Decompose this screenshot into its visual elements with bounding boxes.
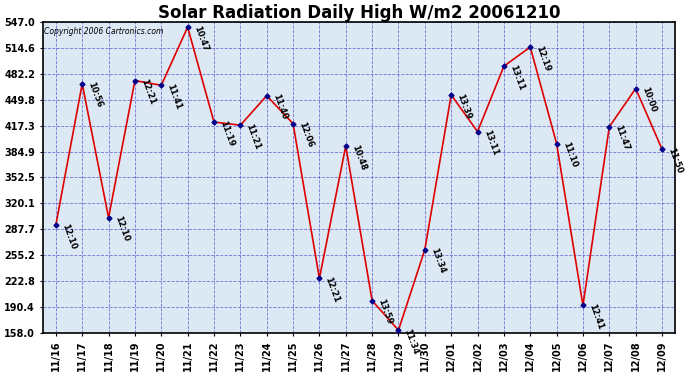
Text: 11:47: 11:47 xyxy=(613,124,631,152)
Text: 13:11: 13:11 xyxy=(482,129,500,157)
Text: 12:06: 12:06 xyxy=(297,121,315,149)
Text: 12:41: 12:41 xyxy=(587,303,604,331)
Text: 12:21: 12:21 xyxy=(139,78,157,106)
Text: 10:56: 10:56 xyxy=(86,81,104,109)
Text: Copyright 2006 Cartronics.com: Copyright 2006 Cartronics.com xyxy=(44,27,164,36)
Text: 12:10: 12:10 xyxy=(60,222,78,251)
Text: 11:19: 11:19 xyxy=(218,119,236,147)
Text: 11:41: 11:41 xyxy=(166,82,183,111)
Text: 11:21: 11:21 xyxy=(244,122,262,151)
Text: 12:21: 12:21 xyxy=(324,276,342,304)
Text: 11:40: 11:40 xyxy=(271,93,288,121)
Text: 13:39: 13:39 xyxy=(455,92,473,120)
Text: 11:10: 11:10 xyxy=(561,141,578,169)
Text: 10:00: 10:00 xyxy=(640,86,658,114)
Text: 11:34: 11:34 xyxy=(403,327,420,356)
Text: 12:19: 12:19 xyxy=(535,44,552,72)
Text: 10:47: 10:47 xyxy=(192,24,209,52)
Text: 13:34: 13:34 xyxy=(429,247,446,275)
Text: 13:59: 13:59 xyxy=(376,298,394,326)
Text: 10:48: 10:48 xyxy=(350,143,368,171)
Text: 12:10: 12:10 xyxy=(112,215,130,243)
Title: Solar Radiation Daily High W/m2 20061210: Solar Radiation Daily High W/m2 20061210 xyxy=(158,4,560,22)
Text: 13:11: 13:11 xyxy=(508,63,526,92)
Text: 11:50: 11:50 xyxy=(666,146,684,175)
